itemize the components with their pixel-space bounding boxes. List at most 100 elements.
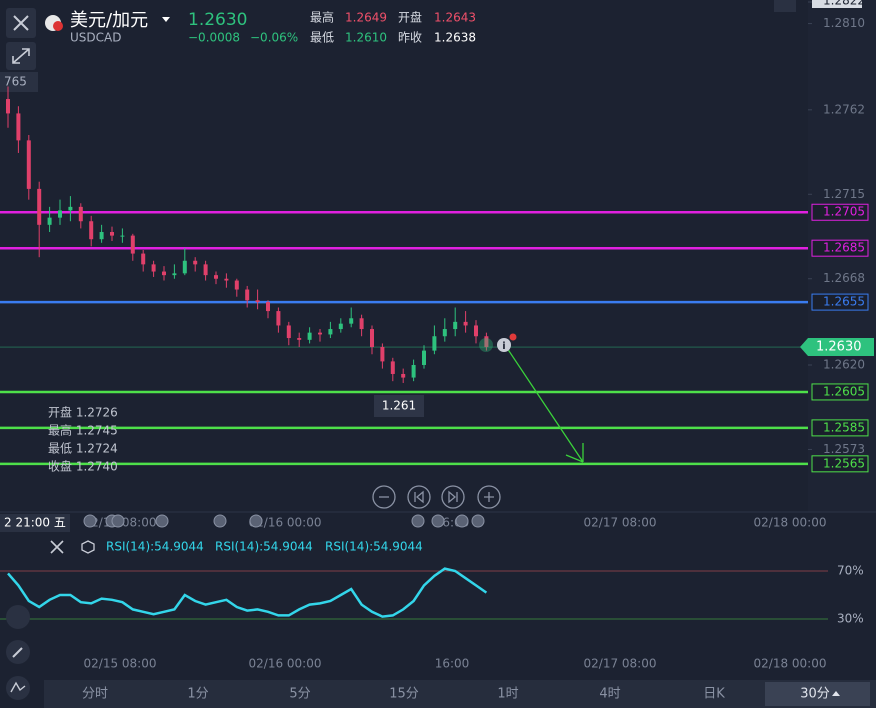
price-line-box [811,455,869,473]
cursor-price-box [374,395,424,417]
candle-body [370,329,374,348]
low: 1.2610 [345,31,387,45]
tab[interactable]: 4时 [599,687,620,702]
pen-icon [12,647,23,658]
event-icons [83,514,485,528]
left-price: 765 [4,75,27,89]
candle-body [276,311,281,326]
y-tick-label: 1.2668 [823,271,865,285]
candle-body [297,338,302,340]
candle-body [130,235,135,254]
candle-body [203,264,208,276]
price-line-label: 1.2585 [823,420,865,434]
candle-body [68,206,73,211]
rsi-close[interactable] [50,540,64,554]
y-tick-label: 1.2762 [823,102,865,116]
tab[interactable]: 5分 [289,687,310,702]
high-label: 最高 [310,10,334,25]
candle-body [411,364,416,378]
last-glow [479,338,493,352]
price-line-box [811,419,869,437]
candle-body [380,347,385,362]
candle-body [16,113,21,141]
indicator-button[interactable] [6,676,30,700]
zoom-out[interactable] [372,485,396,509]
candle-body [78,206,83,222]
scroll-right[interactable] [441,485,465,509]
tool-button[interactable] [6,605,30,629]
event-icon [111,514,125,528]
rsi-x-tick-label: 02/15 08:00 [84,657,157,671]
tab[interactable]: 1分 [187,687,208,702]
rsi-label: RSI(14):54.9044 [325,540,423,554]
candle-body [318,332,322,335]
tab-bar [44,680,876,708]
indicator-icon [10,681,26,693]
left-price-box [0,72,38,92]
candle-body [37,188,42,225]
tab[interactable]: 30分 [800,687,830,702]
candle-body [484,336,489,348]
tab[interactable]: 1时 [497,687,518,702]
close-icon [13,15,29,31]
alert-button[interactable] [774,0,796,12]
zoom-in[interactable] [477,485,501,509]
event-icon [411,514,425,528]
change-pct: −0.06% [250,31,298,45]
candle-body [214,275,218,279]
rsi-panel: RSI(14):54.9044 RSI(14):54.9044 RSI(14):54… [0,540,864,671]
candle-body [453,321,458,330]
candle-body [26,140,31,189]
rsi-label: RSI(14):54.9044 [106,540,204,554]
dropdown-icon[interactable] [162,17,170,22]
price: 1.2630 [188,10,247,30]
candle-body [442,329,447,337]
candle-body [401,373,406,378]
shrink-icon [12,48,30,64]
candle-body [432,336,437,351]
scroll-left[interactable] [407,485,431,509]
price-line-label: 1.2685 [823,241,865,255]
candle-body [255,300,260,303]
symbol[interactable]: 美元/加元 [70,10,148,31]
candle-body [359,318,364,330]
rsi-tick-label: 30% [837,612,864,626]
rsi-label: RSI(14):54.9044 [215,540,313,554]
price-line-box [811,239,869,257]
tab[interactable]: 分时 [82,687,108,702]
candle-body [245,289,250,301]
x-tick-label: 02/18 00:00 [754,516,827,530]
candle-body [151,264,156,272]
event-icon [249,514,263,528]
event-icon [431,514,445,528]
cursor-time: 2 21:00 五 [4,516,66,530]
x-tick-label: 02/17 08:00 [584,516,657,530]
candle-body [6,99,10,114]
ohlc-box-text: 收盘 1.2740 [48,459,118,474]
candle-body [58,210,62,218]
candle-body [47,217,52,225]
candle-body [474,325,478,337]
rsi-x-tick-label: 02/16 00:00 [249,657,322,671]
low-label: 最低 [310,31,334,45]
top-price-box [812,0,862,8]
candle-body [172,273,177,276]
rsi-x-tick-label: 02/18 00:00 [754,657,827,671]
candle-body [224,278,229,281]
candle-body [162,271,166,276]
prev-label: 昨收 [398,31,422,45]
price-line-box [811,293,869,311]
candle-body [390,361,395,374]
cursor-time-box [0,514,70,532]
candle-body [99,232,104,240]
price-line-label: 1.2705 [823,205,865,219]
info-icon[interactable] [497,338,511,352]
rsi-tick-label: 70% [837,564,864,578]
tab[interactable]: 日K [703,687,725,702]
y-tick-label: 1.2715 [823,187,865,201]
trend-arrow [504,344,584,463]
rsi-settings[interactable] [81,540,95,554]
tab[interactable]: 15分 [389,687,419,702]
price-line-label: 1.2565 [823,456,865,470]
candle-body [349,318,354,324]
